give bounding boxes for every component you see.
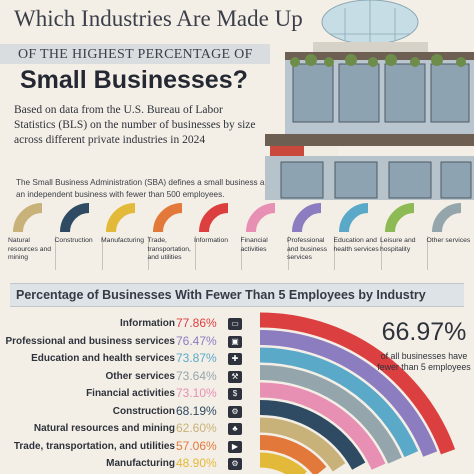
title-band	[0, 44, 270, 64]
arc-information	[259, 312, 456, 455]
category-label: Financial activities	[86, 388, 175, 399]
arc-education-and-health-services	[259, 347, 419, 458]
divider	[55, 236, 56, 270]
category-label: Natural resources and mining	[33, 423, 175, 434]
chart-row: Trade, transportation, and utilities 57.0…	[0, 439, 260, 457]
arc-icon	[199, 203, 229, 233]
tools-icon: ⚙	[228, 405, 242, 418]
title-line-3: Small Businesses?	[20, 66, 248, 94]
industry-label: Manufacturing	[101, 237, 145, 244]
sba-note: The Small Business Administration (SBA) …	[16, 178, 269, 199]
arc-other-services	[259, 365, 402, 464]
value-label: 68.19%	[176, 403, 217, 418]
arc-manufacturing	[259, 452, 307, 474]
value-label: 73.87%	[176, 351, 217, 365]
industry-label: Other services	[426, 237, 471, 244]
truck-icon: ▶	[228, 440, 242, 453]
industry-legend: Natural resources and mining Construction…	[0, 200, 474, 272]
arc-chart	[259, 312, 456, 474]
value-label: 57.06%	[176, 438, 217, 453]
summary-text: of all businesses have fewer than 5 empl…	[377, 351, 471, 372]
building-illustration	[265, 0, 474, 200]
value-label: 73.64%	[176, 368, 217, 383]
industry-label: Professional and business services	[287, 237, 328, 261]
chart-row: Financial activities 73.10% $	[0, 386, 260, 404]
divider	[148, 236, 149, 270]
tree-icon: ♣	[228, 423, 242, 435]
arc-icon	[13, 203, 43, 233]
medical-icon: ✚	[228, 353, 242, 365]
industry-label: Information	[194, 237, 229, 244]
chart-row: Professional and business services 76.47%…	[0, 334, 260, 352]
category-label: Other services	[105, 370, 176, 382]
divider	[101, 236, 103, 270]
arc-icon	[431, 203, 461, 233]
section-header: Percentage of Businesses With Fewer Than…	[10, 283, 464, 307]
industry-label: Financial activities	[240, 237, 268, 253]
divider	[427, 236, 428, 270]
industry-label: Construction	[54, 237, 93, 244]
arc-icon	[338, 203, 368, 233]
category-label: Construction	[112, 405, 175, 417]
arc-construction	[259, 400, 366, 470]
title-line-2: OF THE HIGHEST PERCENTAGE OF	[18, 47, 253, 62]
arc-icon	[292, 203, 322, 233]
industry-label: Natural resources and mining	[8, 237, 52, 261]
value-label: 62.60%	[176, 421, 217, 435]
section-title: Percentage of Businesses With Fewer Than…	[16, 288, 432, 302]
chart-row: Natural resources and mining 62.60% ♣	[0, 421, 260, 439]
arc-trade-transportation-and-utilities	[259, 435, 327, 474]
category-label: Information	[120, 318, 175, 329]
industry-label: Trade, transportation, and utilities	[147, 237, 191, 261]
title-line-1: Which Industries Are Made Up	[14, 6, 303, 31]
value-label: 73.10%	[176, 386, 217, 400]
arc-professional-and-business-services	[259, 330, 438, 457]
arc-icon	[152, 203, 182, 233]
wrench-icon: ⚒	[228, 370, 242, 383]
arc-icon	[59, 203, 89, 233]
industry-label: Leisure and hospitality	[380, 237, 416, 253]
category-label: Professional and business services	[5, 335, 175, 347]
briefcase-icon: ▣	[228, 335, 242, 348]
divider	[194, 236, 196, 270]
chart-row: Information 77.86% ▭	[0, 316, 260, 334]
divider	[287, 236, 289, 270]
chart-row: Manufacturing 48.90% ⚙	[0, 456, 260, 474]
industry-label: Education and health services	[333, 237, 379, 253]
value-label: 77.86%	[176, 316, 217, 330]
arc-natural-resources-and-mining	[259, 417, 346, 472]
chart-row: Education and health services 73.87% ✚	[0, 351, 260, 369]
gear-icon: ⚙	[228, 458, 242, 470]
category-label: Manufacturing	[106, 458, 175, 469]
divider	[241, 236, 242, 270]
money-icon: $	[228, 388, 242, 400]
category-label: Education and health services	[31, 353, 175, 364]
arc-icon	[106, 203, 136, 233]
monitor-icon: ▭	[228, 318, 242, 330]
divider	[380, 236, 382, 270]
arc-icon	[385, 203, 415, 233]
chart-row: Other services 73.64% ⚒	[0, 369, 260, 387]
chart-row: Construction 68.19% ⚙	[0, 404, 260, 422]
value-label: 48.90%	[176, 456, 217, 470]
arc-financial-activities	[259, 382, 386, 470]
divider	[334, 236, 335, 270]
summary-value: 66.97%	[381, 318, 467, 346]
summary-box: 66.97% of all businesses have fewer than…	[376, 318, 472, 373]
category-label: Trade, transportation, and utilities	[13, 440, 175, 452]
value-label: 76.47%	[176, 333, 217, 348]
description: Based on data from the U.S. Bureau of La…	[14, 104, 256, 146]
arc-icon	[245, 203, 275, 233]
